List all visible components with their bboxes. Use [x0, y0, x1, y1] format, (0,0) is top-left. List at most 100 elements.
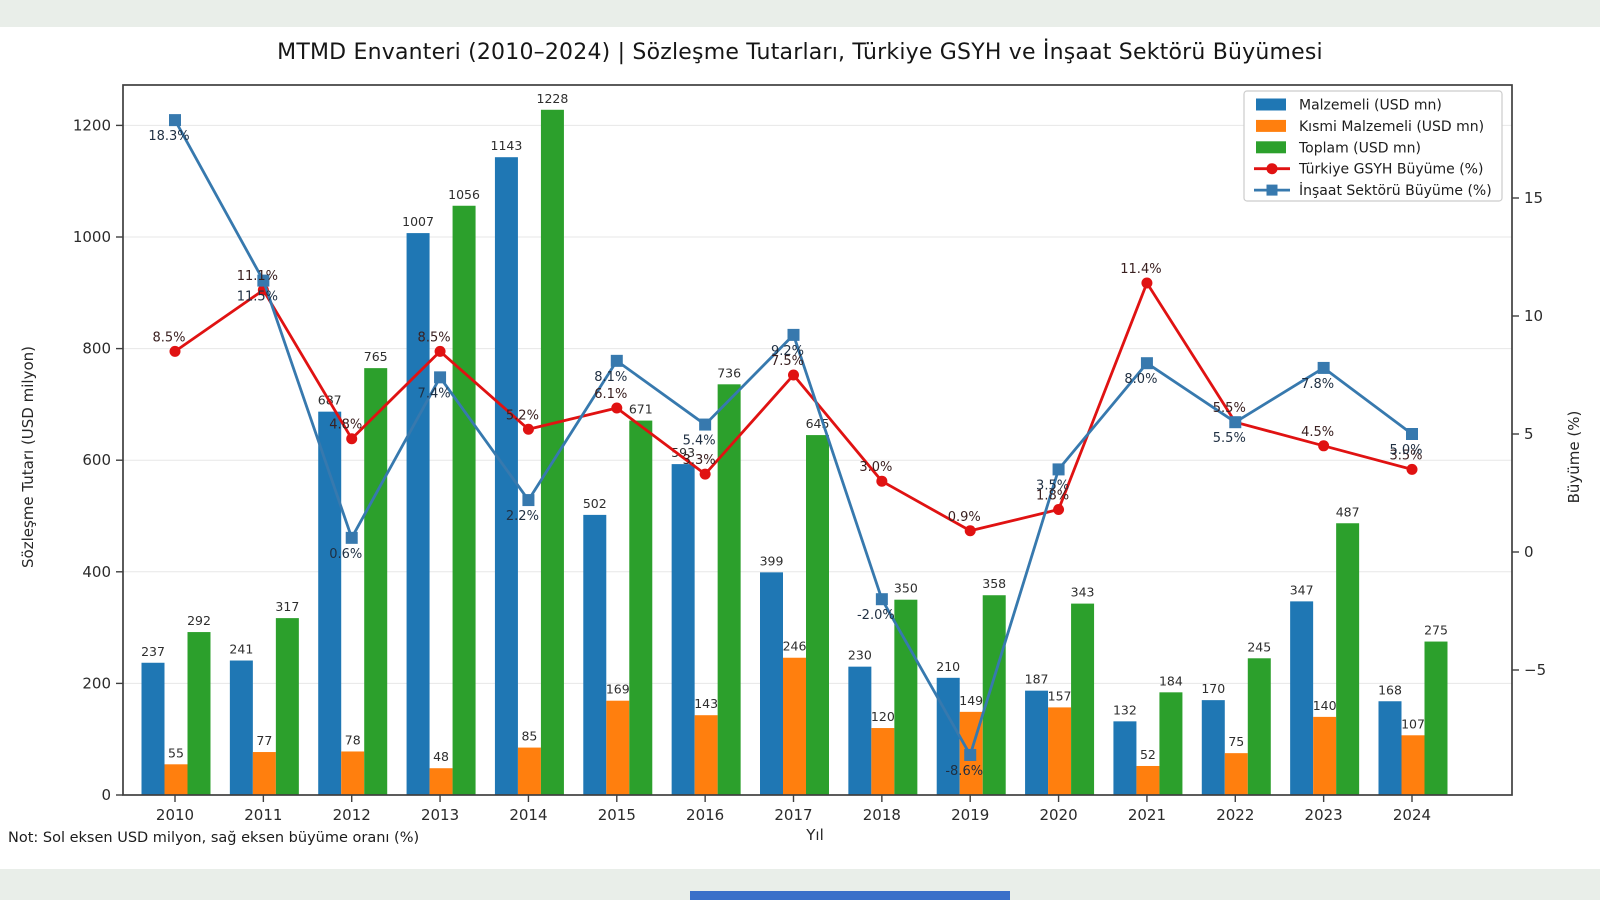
insaat-value-label: 8.1%	[594, 370, 627, 385]
bar-toplam-2017	[805, 435, 829, 795]
gsyh-value-label: 6.1%	[594, 387, 627, 402]
gsyh-value-label: 0.9%	[948, 510, 981, 525]
x-axis-title: Yıl	[806, 826, 824, 844]
gsyh-marker-2021	[1141, 277, 1153, 289]
bar-toplam-2022	[1247, 658, 1271, 795]
insaat-value-label: 11.5%	[237, 290, 278, 305]
legend-label: Malzemeli (USD mn)	[1299, 98, 1442, 114]
x-tick-label: 2010	[156, 806, 194, 824]
legend-label: Kısmi Malzemeli (USD mn)	[1299, 119, 1484, 135]
bar-value-label: 120	[871, 709, 895, 724]
bar-value-label: 593	[671, 445, 695, 460]
bar-value-label: 55	[168, 745, 184, 760]
bar-malzemeli-2023	[1290, 601, 1314, 795]
bar-toplam-2023	[1336, 523, 1360, 795]
bar-kismi-malzemeli-2018	[871, 728, 895, 795]
bar-value-label: 52	[1140, 747, 1156, 762]
gsyh-marker-2024	[1406, 463, 1418, 475]
gsyh-value-label: 8.5%	[152, 330, 185, 345]
x-tick-label: 2017	[774, 806, 812, 824]
bar-toplam-2012	[364, 368, 388, 795]
bar-value-label: 765	[364, 349, 388, 364]
right-tick-label: −5	[1524, 661, 1546, 679]
gsyh-marker-2010	[169, 345, 181, 357]
bar-kismi-malzemeli-2022	[1224, 753, 1248, 795]
legend-label: İnşaat Sektörü Büyüme (%)	[1299, 181, 1492, 199]
legend-swatch	[1256, 98, 1286, 111]
legend-swatch	[1256, 119, 1286, 132]
gsyh-marker-2019	[964, 525, 976, 537]
bar-value-label: 1007	[402, 214, 434, 229]
bar-value-label: 149	[959, 693, 983, 708]
bar-value-label: 230	[848, 648, 872, 663]
bar-kismi-malzemeli-2021	[1136, 765, 1160, 795]
insaat-value-label: 7.8%	[1301, 377, 1334, 392]
gsyh-value-label: 5.5%	[1213, 401, 1246, 416]
bar-value-label: 157	[1048, 688, 1072, 703]
bar-value-label: 292	[187, 613, 211, 628]
bar-value-label: 246	[783, 639, 807, 654]
plot-frame	[122, 84, 1513, 796]
left-tick-label: 600	[82, 451, 111, 469]
bar-value-label: 143	[694, 696, 718, 711]
bar-value-label: 1228	[537, 91, 569, 106]
x-tick-label: 2024	[1393, 806, 1431, 824]
insaat-marker-2015	[610, 354, 623, 367]
gsyh-value-label: 3.0%	[859, 460, 892, 475]
bar-toplam-2015	[629, 420, 653, 795]
right-tick-label: 0	[1524, 543, 1534, 561]
right-tick-label: 15	[1524, 189, 1543, 207]
legend-box	[1243, 90, 1503, 202]
bar-value-label: 317	[275, 599, 299, 614]
left-tick-label: 800	[82, 340, 111, 358]
bar-kismi-malzemeli-2020	[1048, 707, 1072, 795]
bar-toplam-2021	[1159, 692, 1183, 795]
gsyh-value-label: 11.1%	[237, 269, 278, 284]
bar-value-label: 170	[1201, 681, 1225, 696]
bar-value-label: 77	[256, 733, 272, 748]
footnote: Not: Sol eksen USD milyon, sağ eksen büy…	[8, 830, 420, 846]
bar-malzemeli-2021	[1113, 721, 1137, 795]
gsyh-value-label: 7.5%	[771, 354, 804, 369]
insaat-value-label: 5.5%	[1213, 431, 1246, 446]
bar-value-label: 107	[1401, 716, 1425, 731]
bar-value-label: 168	[1378, 682, 1402, 697]
bottom-accent-bar	[690, 891, 1010, 900]
insaat-value-label: 5.0%	[1389, 443, 1422, 458]
bar-value-label: 75	[1228, 734, 1244, 749]
bar-value-label: 241	[229, 642, 253, 657]
bar-kismi-malzemeli-2010	[164, 764, 188, 795]
bar-value-label: 1143	[491, 138, 523, 153]
insaat-value-label: -8.6%	[945, 764, 983, 779]
x-tick-label: 2022	[1216, 806, 1254, 824]
gsyh-marker-2013	[434, 345, 446, 357]
bar-value-label: 184	[1159, 673, 1183, 688]
x-tick-label: 2021	[1128, 806, 1166, 824]
bar-kismi-malzemeli-2013	[429, 768, 453, 795]
bar-value-label: 502	[583, 496, 607, 511]
insaat-value-label: 5.4%	[683, 434, 716, 449]
bar-value-label: 358	[982, 576, 1006, 591]
bar-toplam-2014	[540, 109, 564, 795]
gsyh-value-label: 8.5%	[418, 330, 451, 345]
left-tick-label: 400	[82, 563, 111, 581]
bar-value-label: 85	[521, 729, 537, 744]
gsyh-value-label: 3.5%	[1389, 448, 1422, 463]
gsyh-value-label: 3.3%	[683, 453, 716, 468]
chart-title: MTMD Envanteri (2010–2024) | Sözleşme Tu…	[277, 40, 1323, 65]
legend-marker-square	[1266, 184, 1278, 196]
insaat-marker-2012	[345, 531, 358, 544]
bar-value-label: 78	[345, 732, 361, 747]
insaat-marker-2011	[257, 274, 270, 287]
bar-malzemeli-2011	[229, 660, 253, 795]
bar-kismi-malzemeli-2012	[341, 751, 365, 795]
bar-value-label: 487	[1336, 504, 1360, 519]
bar-kismi-malzemeli-2015	[606, 700, 630, 795]
insaat-value-label: 7.4%	[418, 386, 451, 401]
insaat-marker-2010	[169, 114, 181, 127]
bar-kismi-malzemeli-2011	[252, 752, 276, 795]
insaat-value-label: 3.5%	[1036, 478, 1069, 493]
insaat-value-label: 0.6%	[329, 547, 362, 562]
bar-kismi-malzemeli-2023	[1313, 716, 1337, 795]
bar-value-label: 671	[629, 402, 653, 417]
